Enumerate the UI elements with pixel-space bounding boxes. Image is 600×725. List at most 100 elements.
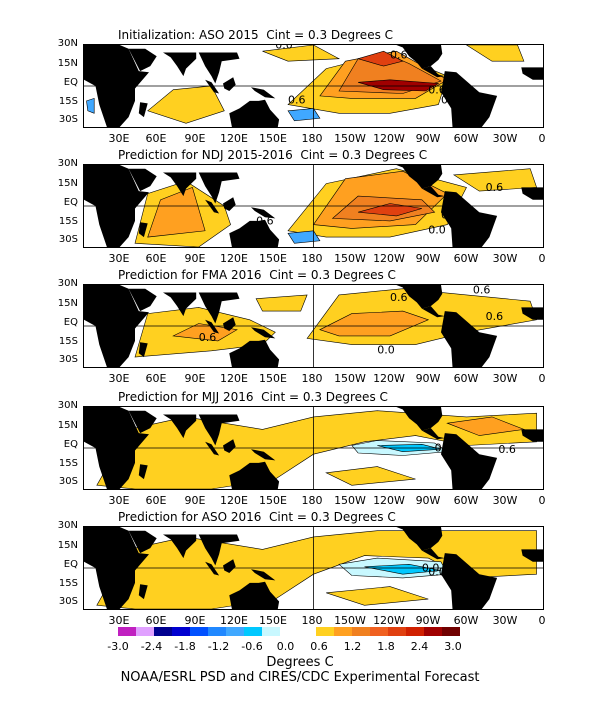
north-america-land [396, 45, 443, 69]
borneo-land [223, 197, 236, 211]
colorbar-tick-label: 1.8 [377, 640, 395, 653]
contour-label: 0.0 [428, 223, 446, 236]
contour-label: 0.0 [275, 45, 293, 52]
colorbar-tick-label: -0.6 [241, 640, 263, 653]
contour-label: 0.0 [422, 562, 440, 575]
contour-label: 0.6 [416, 169, 434, 182]
colorbar-swatch [262, 627, 280, 636]
latitude-tick-label: 30S [58, 476, 78, 487]
longitude-tick-label: 0 [538, 494, 546, 507]
longitude-tick-label: 120E [220, 132, 248, 145]
anomaly-region [446, 416, 526, 436]
australia-land [229, 461, 280, 489]
borneo-land [223, 439, 236, 453]
longitude-tick-label: 120W [373, 132, 405, 145]
latitude-tick-label: 15S [58, 578, 78, 589]
latitude-tick-label: 30N [57, 520, 78, 531]
sst-anomaly-map: 0.6 0.6 0.6 0.6 0.0 [83, 284, 544, 368]
latitude-tick-label: 15N [57, 178, 78, 189]
latitude-tick-label: 30N [57, 158, 78, 169]
longitude-tick-label: 60E [145, 252, 167, 265]
contour-label: 0.6 [199, 331, 217, 344]
longitude-tick-label: 30W [492, 252, 518, 265]
anomaly-region [358, 79, 440, 92]
colorbar-tick-label: -2.4 [140, 640, 163, 653]
longitude-tick-label: 0 [538, 372, 546, 385]
longitude-tick-label: 30W [492, 494, 518, 507]
longitude-tick-label: 60E [145, 372, 167, 385]
anomaly-region [86, 97, 95, 114]
longitude-tick-label: 30E [108, 252, 130, 265]
forecast-panel: Initialization: ASO 2015 Cint = 0.3 Degr… [0, 28, 600, 148]
colorbar-tick-label: -1.8 [174, 640, 196, 653]
panel-title: Prediction for MJJ 2016 Cint = 0.3 Degre… [118, 390, 388, 404]
map-canvas: 0.6 0.6 0.6 0.6 0.0 [84, 165, 543, 247]
longitude-tick-label: 150W [334, 614, 366, 627]
anomaly-region [147, 85, 225, 124]
india-land [163, 292, 197, 317]
contour-label: 0.0 [441, 93, 459, 106]
longitude-tick-label: 180 [301, 614, 323, 627]
colorbar-swatch [334, 627, 352, 636]
colorbar-tick-label: 2.4 [410, 640, 429, 653]
anomaly-region [465, 45, 525, 62]
longitude-tick-label: 60E [145, 132, 167, 145]
borneo-land [223, 317, 236, 331]
southeast-asia-land [198, 292, 240, 324]
longitude-tick-label: 120E [220, 614, 248, 627]
longitude-tick-label: 90W [415, 372, 441, 385]
longitude-tick-label: 30E [108, 494, 130, 507]
longitude-tick-label: 30E [108, 614, 130, 627]
latitude-tick-label: 15S [58, 458, 78, 469]
longitude-tick-label: 60W [453, 132, 479, 145]
anomaly-region [325, 466, 416, 486]
anomaly-region [319, 310, 430, 337]
contour-label: 0.6 [256, 215, 274, 228]
latitude-tick-label: EQ [63, 439, 78, 450]
colorbar-swatch [118, 627, 136, 636]
latitude-tick-label: 30S [58, 596, 78, 607]
south-america-land [441, 191, 498, 247]
southeast-asia-land [198, 534, 240, 566]
panel-title: Initialization: ASO 2015 Cint = 0.3 Degr… [118, 28, 394, 42]
sst-anomaly-map: 0.0 0.0 [83, 526, 544, 610]
longitude-tick-label: 120E [220, 372, 248, 385]
longitude-tick-label: 60W [453, 614, 479, 627]
anomaly-region [147, 187, 206, 238]
colorbar-swatch [316, 627, 334, 636]
longitude-tick-label: 180 [301, 132, 323, 145]
latitude-tick-label: 15S [58, 336, 78, 347]
sumatra-land [205, 319, 220, 334]
latitude-tick-label: EQ [63, 317, 78, 328]
longitude-tick-label: 120E [220, 252, 248, 265]
colorbar-swatch [370, 627, 388, 636]
map-canvas: 0.6 0.6 0.6 0.6 0.0 [84, 285, 543, 367]
new-guinea-land [251, 449, 276, 461]
colorbar-swatch [280, 627, 298, 636]
forecast-panel: Prediction for FMA 2016 Cint = 0.3 Degre… [0, 268, 600, 388]
west-africa-land [521, 187, 543, 200]
south-america-land [441, 311, 498, 367]
colorbar-swatch [190, 627, 208, 636]
longitude-tick-label: 0 [538, 252, 546, 265]
australia-land [229, 99, 280, 127]
contour-label: 0.6 [486, 310, 504, 323]
longitude-tick-label: 150E [259, 252, 287, 265]
colorbar-swatch [208, 627, 226, 636]
arabia-land [128, 48, 157, 72]
latitude-tick-label: 30S [58, 234, 78, 245]
longitude-tick-label: 60E [145, 494, 167, 507]
longitude-tick-label: 150W [334, 132, 366, 145]
longitude-tick-label: 120W [373, 614, 405, 627]
longitude-tick-label: 150E [259, 372, 287, 385]
colorbar-swatch [298, 627, 316, 636]
colorbar-swatch [424, 627, 442, 636]
contour-label: 0.0 [435, 442, 453, 455]
colorbar-tick-label: 0.6 [310, 640, 328, 653]
colorbar-swatch [352, 627, 370, 636]
anomaly-region [287, 108, 321, 122]
anomaly-region [452, 168, 538, 192]
colorbar-swatch [244, 627, 262, 636]
madagascar-land [138, 342, 148, 358]
west-africa-land [521, 67, 543, 80]
